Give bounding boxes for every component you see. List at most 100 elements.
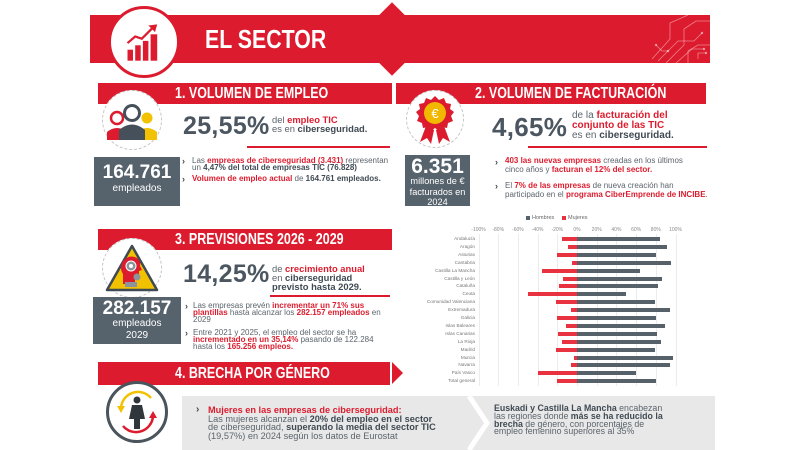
bar-mujeres xyxy=(566,323,577,328)
bar-hombres xyxy=(577,331,657,336)
category-label: Islas Baleares xyxy=(445,322,475,328)
employment-stat: 25,55% xyxy=(183,112,270,140)
text-segment: El xyxy=(505,181,515,190)
category-label: Navarra xyxy=(458,362,475,368)
bar-mujeres xyxy=(568,244,577,249)
highlight-text: 403 las nuevas empresas xyxy=(505,156,602,165)
bar-hombres xyxy=(577,237,660,241)
text-segment: en 2029 xyxy=(193,308,381,325)
text-segment: hasta alcanzar los xyxy=(227,308,297,318)
euro-rosette-icon: € xyxy=(416,96,454,144)
text-segment: Entre 2021 y 2025, el empleo del sector … xyxy=(193,328,357,337)
bar-hombres xyxy=(577,252,656,257)
bold-text: ciberseguridad. xyxy=(297,122,368,134)
x-tick-label: -40% xyxy=(531,227,544,233)
bar-mujeres xyxy=(571,363,577,368)
section-gender-header: 4. BRECHA POR GÉNERO xyxy=(98,362,390,385)
section-employment-header: 1. VOLUMEN DE EMPLEO xyxy=(98,83,392,104)
revenue-total-value: 6.351 xyxy=(411,155,464,178)
section-gender-title: 4. BRECHA POR GÉNERO xyxy=(175,365,330,382)
highlight-text: 7% de las empresas xyxy=(514,181,591,190)
page-title: EL SECTOR xyxy=(205,24,327,54)
text-segment: creadas en los últimos cinco años y xyxy=(505,156,683,174)
highlight-text: empresas de ciberseguridad (3.431) xyxy=(207,156,344,165)
header-band xyxy=(90,15,710,63)
section-revenue-header: 2. VOLUMEN DE FACTURACIÓN xyxy=(396,83,706,104)
bar-hombres xyxy=(577,284,658,289)
text-segment: del xyxy=(272,114,288,125)
highlight-text: facturan el 12% del sector. xyxy=(551,164,653,174)
text-segment: de xyxy=(272,263,286,274)
bold-text: ciberseguridad. xyxy=(599,130,674,142)
bar-hombres xyxy=(577,379,656,384)
bar-hombres xyxy=(577,244,667,249)
text-segment: (19,57%) en 2024 según los datos de Euro… xyxy=(208,430,398,441)
forecast-icon-circle xyxy=(102,238,162,298)
x-tick-label: 80% xyxy=(650,227,661,233)
chevron-right-icon: › xyxy=(495,157,498,167)
gender-by-region-chart: Hombres Mujeres -100% -80% -60% -40% -20% 0% 2… xyxy=(420,210,710,390)
text-segment: es en xyxy=(272,122,295,134)
panel-chevron-divider xyxy=(466,396,491,450)
bold-text: Euskadi y Castilla La Mancha xyxy=(494,403,617,413)
gender-panel-1-heading: Mujeres en las empresas de cibersegurida… xyxy=(208,405,402,415)
chevron-right-icon: › xyxy=(182,156,185,166)
revenue-total-label-2: facturados en xyxy=(409,186,466,197)
forecast-total-label-1: empleados xyxy=(112,318,162,329)
x-tick-label: 60% xyxy=(631,227,642,233)
gridline xyxy=(557,234,559,386)
highlight-text: empleo TIC xyxy=(287,114,338,125)
text-segment: de nueva creación han participado en el xyxy=(505,181,674,199)
revenue-underline xyxy=(528,146,707,148)
legend-hombres: Hombres xyxy=(526,215,554,221)
gear-head-warning-icon xyxy=(105,244,159,292)
forecast-bullet-1: Las empresas prevén incrementar un 71% s… xyxy=(193,301,381,325)
bold-text: superando la media del sector TIC xyxy=(286,422,436,433)
category-label: País Vasco xyxy=(451,370,475,376)
bar-mujeres xyxy=(563,276,577,281)
category-label: Madrid xyxy=(460,346,475,352)
section-forecast-title: 3. PREVISIONES 2026 - 2029 xyxy=(175,231,344,248)
category-label: Islas Canarias xyxy=(445,330,475,336)
text-segment: de ciberseguridad, xyxy=(208,422,284,433)
text-segment: encabezan las regiones donde xyxy=(494,403,663,421)
x-tick-label: -100% xyxy=(471,227,486,233)
employment-total-value: 164.761 xyxy=(102,162,172,183)
revenue-total-box: 6.351 millones de € facturados en 2024 xyxy=(405,155,470,207)
x-tick-label: 40% xyxy=(611,227,622,233)
revenue-stat-desc: de la facturación del conjunto de las TI… xyxy=(572,110,674,142)
category-label: Extremadura xyxy=(448,307,475,313)
bold-text: 4,47% del total de empresas TIC (76.828) xyxy=(203,163,357,173)
text-segment: de género, con porcentajes de empleo fem… xyxy=(494,418,645,437)
bold-text: 164.761 empleados. xyxy=(305,174,381,183)
bar-mujeres xyxy=(541,268,577,273)
legend-swatch-hombres xyxy=(526,215,530,220)
bar-hombres xyxy=(577,260,671,265)
highlight-text: 165.256 empleos. xyxy=(227,342,294,352)
x-tick-label: 100% xyxy=(669,227,682,233)
bar-hombres xyxy=(577,276,662,281)
category-label: Comunidad Valenciana xyxy=(426,299,475,305)
gridline xyxy=(498,234,500,386)
forecast-total-value: 282.157 xyxy=(102,298,172,319)
gridline xyxy=(517,234,519,386)
text-segment: en xyxy=(272,272,283,283)
growth-chart-icon xyxy=(126,24,158,61)
x-tick-label: -80% xyxy=(492,227,505,233)
employment-total-label: empleados xyxy=(112,183,162,194)
bar-mujeres xyxy=(571,308,577,313)
bar-hombres xyxy=(577,371,637,376)
category-label: Cantabria xyxy=(454,259,475,265)
section-revenue-title: 2. VOLUMEN DE FACTURACIÓN xyxy=(475,85,667,102)
employment-total-box: 164.761 empleados xyxy=(94,157,180,206)
chevron-right-icon: › xyxy=(495,181,498,191)
chevron-right-icon: › xyxy=(196,404,200,415)
bar-hombres xyxy=(577,292,627,297)
gender-panel-1-body: Las mujeres alcanzan el 20% del empleo e… xyxy=(208,414,436,441)
employment-icon-circle xyxy=(102,90,162,150)
bar-mujeres xyxy=(558,331,577,336)
bar-mujeres xyxy=(557,252,577,257)
svg-text:€: € xyxy=(431,106,439,121)
text-segment: pasando de 122.284 hasta los xyxy=(193,335,374,352)
section-employment-title: 1. VOLUMEN DE EMPLEO xyxy=(175,85,329,102)
